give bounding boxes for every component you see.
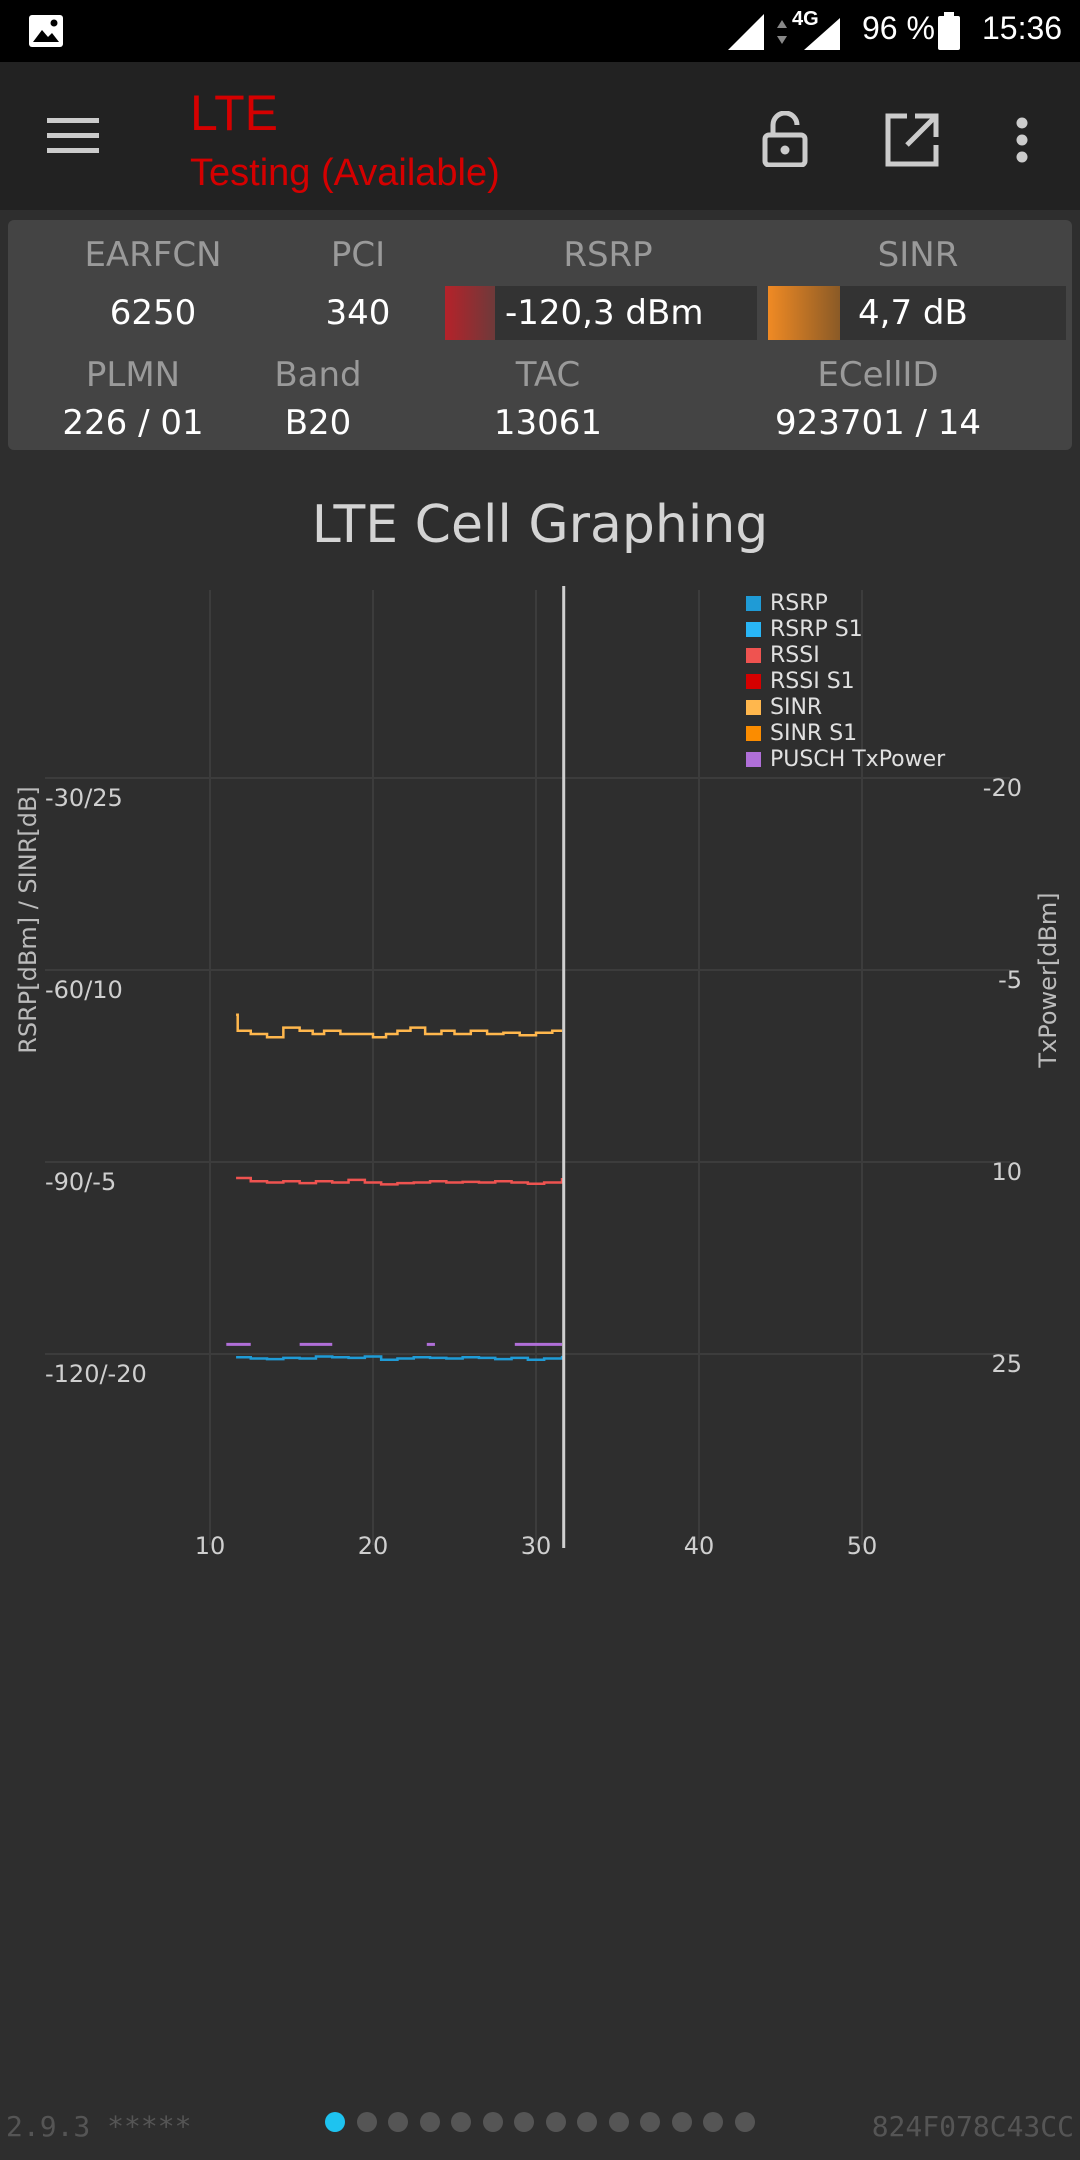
clock: 15:36: [982, 10, 1063, 46]
series-line-rssi: [236, 1176, 564, 1186]
legend-swatch: [746, 752, 761, 767]
band-label: Band: [274, 355, 362, 395]
rsrp-meter-fill: [445, 286, 495, 340]
page-indicator[interactable]: [0, 2112, 1080, 2132]
app-subtitle: Testing (Available): [190, 152, 500, 194]
cell-info-panel: EARFCN PCI RSRP SINR 6250 340 -120,3 dBm…: [8, 220, 1072, 450]
band-value: B20: [284, 403, 352, 443]
page-dot[interactable]: [640, 2112, 661, 2132]
page-dot[interactable]: [388, 2112, 409, 2132]
page-dot[interactable]: [545, 2112, 566, 2132]
version-text: 2.9.3 *****: [6, 2110, 192, 2143]
page-dot[interactable]: [482, 2112, 503, 2132]
battery-icon: [938, 12, 960, 50]
app-title: LTE: [190, 85, 278, 141]
status-bar: 4G 96 % 15:36: [0, 0, 1080, 62]
page-dot[interactable]: [356, 2112, 377, 2132]
sinr-label: SINR: [877, 235, 959, 275]
page-dot[interactable]: [577, 2112, 598, 2132]
network-type: 4G: [792, 8, 819, 30]
ecellid-value: 923701 / 14: [774, 403, 982, 443]
earfcn-value: 6250: [109, 293, 197, 333]
signal-icon: [728, 14, 764, 50]
pci-label: PCI: [330, 235, 386, 275]
rsrp-value: -120,3 dBm: [505, 293, 704, 333]
plmn-label: PLMN: [85, 355, 181, 395]
chart-title: LTE Cell Graphing: [311, 495, 769, 555]
open-in-new-icon: [885, 113, 939, 167]
page-dot[interactable]: [419, 2112, 440, 2132]
data-arrows-icon: [777, 20, 787, 44]
y-axis-label: RSRP[dBm] / SINR[dB]: [14, 786, 42, 1054]
y-tick-label-left: -30/25: [45, 784, 123, 812]
legend-label: RSRP S1: [770, 617, 863, 642]
tac-label: TAC: [515, 355, 581, 395]
y-tick-label-left: -60/10: [45, 976, 123, 1004]
x-tick-label: 50: [847, 1532, 878, 1560]
legend-swatch: [746, 622, 761, 637]
hamburger-menu-icon: [47, 118, 99, 153]
y-tick-label-left: -120/-20: [45, 1360, 147, 1388]
lock-open-icon: [762, 111, 808, 167]
x-tick-label: 20: [358, 1532, 389, 1560]
sinr-value: 4,7 dB: [858, 293, 968, 333]
page-dot[interactable]: [451, 2112, 472, 2132]
y-tick-label-right: 25: [991, 1350, 1022, 1378]
app-bar: LTE Testing (Available): [0, 62, 1080, 210]
lock-button[interactable]: [750, 104, 820, 174]
legend-label: SINR S1: [770, 721, 857, 746]
series-line-rsrp: [236, 1355, 564, 1362]
y-tick-label-left: -90/-5: [45, 1168, 116, 1196]
page-dot[interactable]: [703, 2112, 724, 2132]
sinr-meter-fill: [768, 286, 840, 340]
page-dot[interactable]: [325, 2112, 346, 2132]
rsrp-meter: -120,3 dBm: [445, 286, 757, 340]
page-dot[interactable]: [608, 2112, 629, 2132]
page-dot[interactable]: [671, 2112, 692, 2132]
y-tick-label-right: 10: [991, 1158, 1022, 1186]
legend-label: PUSCH TxPower: [770, 747, 946, 772]
sinr-meter: 4,7 dB: [768, 286, 1066, 340]
pci-value: 340: [325, 293, 391, 333]
y2-axis-label: TxPower[dBm]: [1034, 892, 1062, 1068]
ecellid-label: ECellID: [817, 355, 939, 395]
legend-label: RSSI S1: [770, 669, 855, 694]
battery-percent: 96 %: [862, 10, 935, 46]
rsrp-label: RSRP: [563, 235, 653, 275]
series-line-sinr: [236, 1013, 563, 1039]
page-dot[interactable]: [734, 2112, 755, 2132]
plmn-value: 226 / 01: [62, 403, 204, 443]
cell-graph[interactable]: 10 20 30 40 50 -30/25 -20 -60/10 -5 -90/-5 10 -120/…: [0, 580, 1080, 1560]
legend-swatch: [746, 596, 761, 611]
y-tick-label-right: -20: [983, 774, 1022, 802]
legend-swatch: [746, 674, 761, 689]
legend-swatch: [746, 726, 761, 741]
earfcn-label: EARFCN: [84, 235, 222, 275]
x-tick-label: 30: [521, 1532, 552, 1560]
legend-label: RSRP: [770, 591, 828, 616]
legend-label: RSSI: [770, 643, 820, 668]
x-tick-label: 10: [195, 1532, 226, 1560]
page-dot[interactable]: [514, 2112, 535, 2132]
legend-swatch: [746, 700, 761, 715]
legend-label: SINR: [770, 695, 822, 720]
signal-4g-icon: [804, 18, 840, 50]
menu-button[interactable]: [38, 108, 108, 164]
open-external-button[interactable]: [876, 104, 948, 176]
legend-swatch: [746, 648, 761, 663]
more-vert-icon: [1016, 117, 1028, 163]
gallery-notification-icon: [29, 15, 63, 47]
tac-value: 13061: [493, 403, 603, 443]
y-tick-label-right: -5: [998, 966, 1022, 994]
device-id: 824F078C43CC: [871, 2110, 1074, 2143]
x-tick-label: 40: [684, 1532, 715, 1560]
overflow-menu-button[interactable]: [1000, 104, 1044, 176]
